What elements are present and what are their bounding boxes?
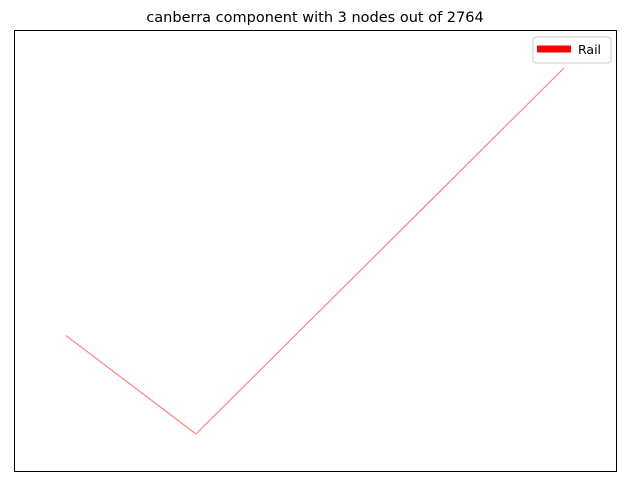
- legend-label-rail: Rail: [578, 42, 601, 57]
- edge-n1-n2: [65, 335, 197, 435]
- legend-box: [532, 36, 612, 64]
- edge-n2-n3: [195, 67, 565, 435]
- legend: Rail: [532, 36, 612, 64]
- figure-title: canberra component with 3 nodes out of 2…: [146, 10, 483, 26]
- plot-area-frame: [14, 30, 617, 472]
- edge-layer: [65, 67, 565, 435]
